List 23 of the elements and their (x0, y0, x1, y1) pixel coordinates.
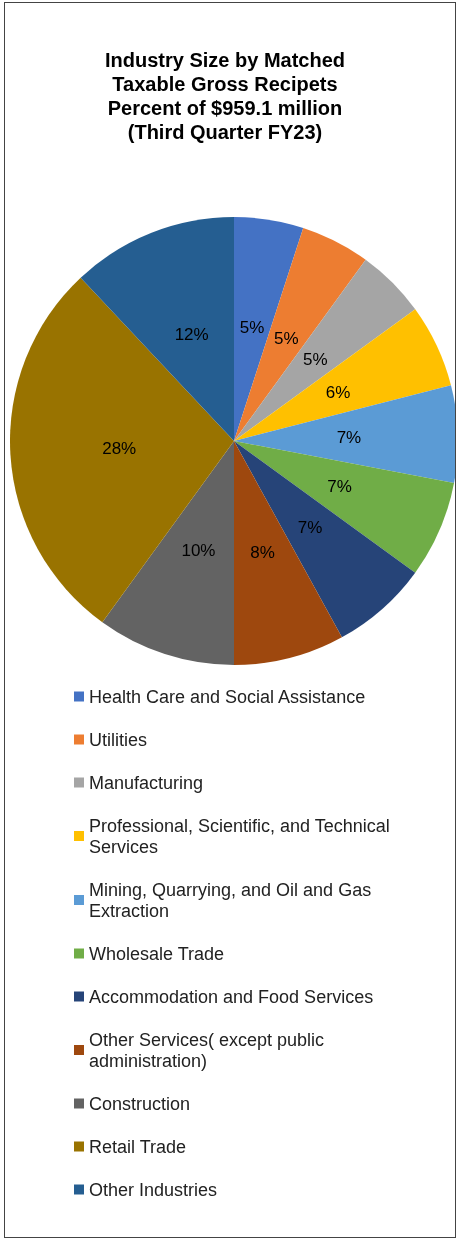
legend-label: Manufacturing (89, 772, 204, 793)
legend-label: Construction (89, 1093, 191, 1114)
legend-label: Other Services( except public administration) (89, 1029, 330, 1071)
data-label: 5% (303, 350, 328, 370)
data-label: 7% (327, 477, 352, 497)
data-label: 6% (325, 382, 351, 402)
legend-label: Professional, Scientific, and Technical Services (89, 815, 395, 857)
legend-label: Accommodation and Food Services (89, 986, 374, 1007)
data-label: 10% (181, 540, 216, 560)
data-label: 28% (102, 438, 137, 458)
legend-label: Wholesale Trade (89, 943, 225, 964)
data-label: 5% (273, 329, 299, 349)
legend-label: Utilities (89, 729, 148, 750)
data-label: 7% (336, 427, 362, 447)
data-label: 8% (250, 542, 275, 562)
data-label: 7% (297, 517, 323, 537)
legend-label: Other Industries (89, 1179, 218, 1200)
legend-label: Mining, Quarrying, and Oil and Gas Extraction (89, 879, 377, 921)
data-label: 5% (239, 317, 265, 337)
legend-label: Health Care and Social Assistance (89, 686, 366, 707)
chart-title: Industry Size by Matched Taxable Gross Recipets Percent of $959.1 million (Third Quarter FY23) (104, 49, 346, 143)
legend-label: Retail Trade (89, 1136, 187, 1157)
data-label: 12% (174, 324, 209, 344)
